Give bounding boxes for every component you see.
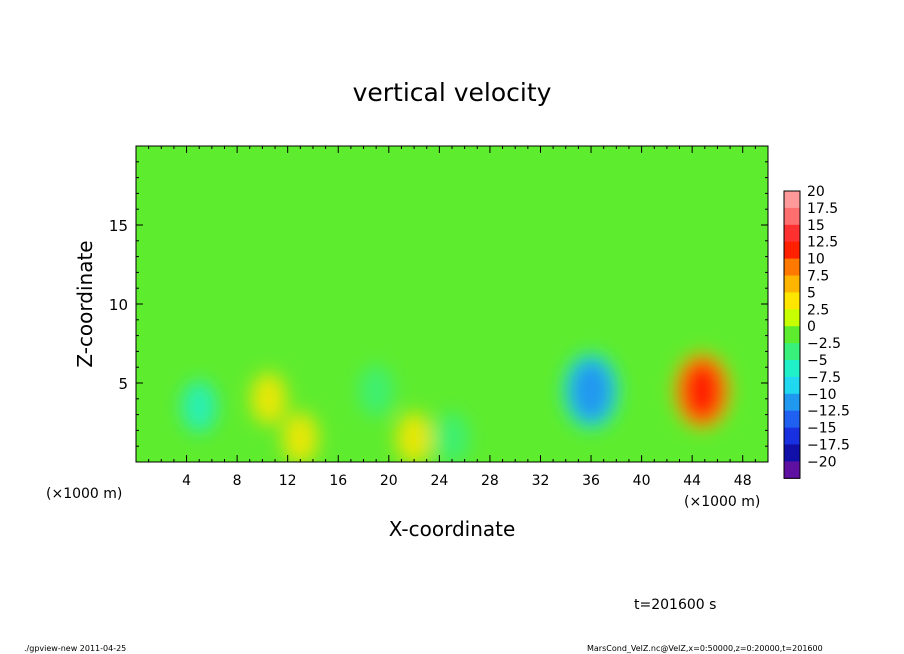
colorbar-swatch [784,309,800,327]
colorbar-label: 15 [807,218,825,234]
colorbar-label: 12.5 [807,235,838,251]
plot-background [136,146,768,462]
colorbar-swatch [784,191,800,209]
field-feature [569,358,614,423]
x-tick-label: 8 [233,473,242,489]
plot-area [135,145,769,463]
x-tick-label: 12 [279,473,297,489]
colorbar-swatch [784,258,800,276]
colorbar-label: −7.5 [807,370,841,386]
field-feature [250,372,287,425]
x-tick-label: 4 [182,473,191,489]
colorbar-swatch [784,292,800,310]
colorbar-label: −17.5 [807,438,850,454]
colorbar-label: 17.5 [807,201,838,217]
field-feature [434,412,470,462]
colorbar-frame [783,190,801,479]
colorbar-label: −15 [807,421,837,437]
colorbar-label: −2.5 [807,336,841,352]
time-label: t=201600 s [634,597,716,613]
field-feature [680,358,725,423]
colorbar-label: 0 [807,319,816,335]
y-axis: 5 10 15 [109,161,768,447]
x-tick-label: 36 [582,473,600,489]
x-unit-label: (×1000 m) [684,494,760,510]
x-axis: 4 8 12 16 20 24 28 32 36 40 44 48 [148,146,756,489]
y-tick-label: 10 [109,296,128,314]
colorbar-swatch [784,410,800,429]
x-tick-label: 48 [734,473,752,489]
field-feature [181,380,218,433]
field-feature [396,412,433,462]
colorbar-label: −10 [807,387,837,403]
colorbar-label: −5 [807,353,828,369]
colorbar-swatch [784,326,800,344]
field-feature [282,412,319,462]
footer-left: ./gpview-new 2011-04-25 [24,644,126,653]
x-tick-label: 28 [481,473,499,489]
colorbar-swatch [784,343,800,361]
x-tick-label: 40 [633,473,651,489]
y-tick-label: 5 [118,375,128,393]
colorbar-swatch [784,461,800,479]
colorbar-swatch [784,444,800,462]
y-tick-label: 15 [109,217,128,235]
x-unit-label-left: (×1000 m) [46,486,122,502]
x-tick-label: 32 [532,473,550,489]
x-tick-label: 16 [329,473,347,489]
colorbar-label: 5 [807,285,816,301]
colorbar-label: −12.5 [807,404,850,420]
chart-title: vertical velocity [353,78,552,107]
colorbar-swatch [784,360,800,378]
colorbar-label: 10 [807,252,825,268]
colorbar-swatch [784,427,800,445]
colorbar-swatch [784,224,800,243]
colorbar: 2017.51512.5107.552.50−2.5−5−7.5−10−12.5… [783,184,850,479]
colorbar-swatch [784,241,800,260]
x-axis-label: X-coordinate [389,517,516,541]
colorbar-label: −20 [807,454,837,470]
field-feature [358,364,395,417]
colorbar-label: 20 [807,184,825,200]
x-tick-label: 44 [683,473,701,489]
x-tick-label: 20 [380,473,398,489]
y-axis-label: Z-coordinate [73,240,97,367]
colorbar-swatch [784,376,800,395]
colorbar-swatch [784,207,800,226]
colorbar-swatch [784,275,800,293]
x-tick-label: 24 [430,473,448,489]
colorbar-label: 2.5 [807,302,829,318]
colorbar-label: 7.5 [807,269,829,285]
colorbar-swatch [784,393,800,412]
footer-right: MarsCond_VelZ.nc@VelZ,x=0:50000,z=0:2000… [587,644,823,653]
